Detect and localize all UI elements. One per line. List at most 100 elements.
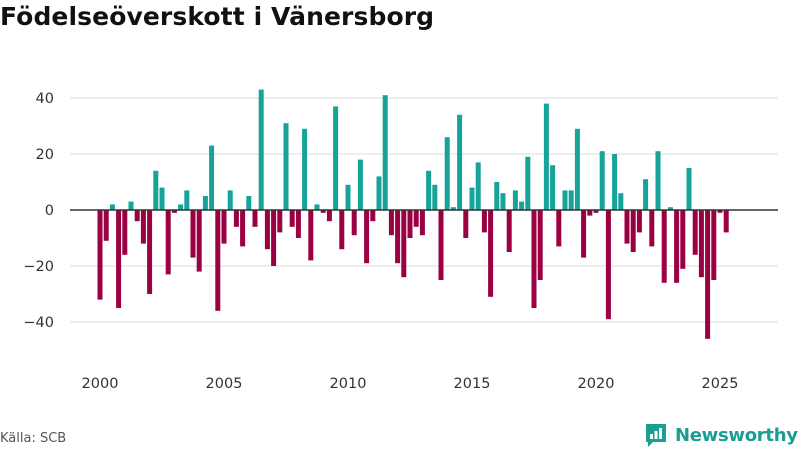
bar (463, 210, 469, 238)
bar (475, 162, 481, 210)
bar (512, 190, 518, 210)
bar (320, 210, 326, 213)
bar (388, 210, 394, 236)
bar (488, 210, 494, 297)
bar (717, 210, 723, 213)
bar (128, 201, 134, 210)
bar (308, 210, 314, 261)
bar (680, 210, 686, 269)
bar (705, 210, 711, 339)
y-tick-label: 40 (36, 91, 54, 107)
x-tick-label: 2015 (454, 376, 491, 392)
bar (97, 210, 103, 300)
bar (289, 210, 295, 227)
bar (171, 210, 177, 213)
bar (413, 210, 419, 227)
bar (190, 210, 196, 258)
brand-name: Newsworthy (675, 424, 798, 446)
y-tick-labels: −40 −20 0 20 40 (23, 91, 54, 331)
bar (264, 210, 270, 250)
bar (215, 210, 221, 311)
bar (605, 210, 611, 320)
bar (655, 151, 661, 210)
bar (612, 154, 618, 210)
bar (481, 210, 487, 233)
bar (469, 187, 475, 210)
x-tick-label: 2000 (82, 376, 119, 392)
bar (370, 210, 376, 222)
bar (395, 210, 401, 264)
bar (556, 210, 562, 247)
x-tick-label: 2010 (330, 376, 367, 392)
bar (698, 210, 704, 278)
bar (649, 210, 655, 247)
bar (624, 210, 630, 244)
bar (661, 210, 667, 283)
bar (252, 210, 258, 227)
bar (271, 210, 277, 266)
bar (643, 179, 649, 210)
bar (283, 123, 289, 210)
y-tick-label: 20 (36, 147, 54, 163)
bar (401, 210, 407, 278)
bar (357, 159, 363, 210)
chart-title: Födelseöverskott i Vänersborg (0, 2, 435, 31)
bar (333, 106, 339, 210)
bar (147, 210, 153, 294)
bar (537, 210, 543, 280)
bar (587, 210, 593, 216)
bar (686, 168, 692, 210)
bar (165, 210, 171, 275)
bar (438, 210, 444, 280)
bar (153, 170, 159, 210)
bar (178, 204, 184, 210)
bar (711, 210, 717, 280)
bar (302, 128, 308, 210)
bar (339, 210, 345, 250)
y-tick-label: −20 (23, 259, 54, 275)
bar (382, 95, 388, 210)
bar (574, 128, 580, 210)
bar (723, 210, 729, 233)
bar (519, 201, 525, 210)
bar (450, 207, 456, 210)
bar (531, 210, 537, 308)
bar (444, 137, 450, 210)
bar (134, 210, 140, 222)
bar (233, 210, 239, 227)
bar (184, 190, 190, 210)
bar (103, 210, 109, 241)
bar (159, 187, 165, 210)
bar (568, 190, 574, 210)
x-tick-label: 2005 (206, 376, 243, 392)
bar (345, 184, 351, 210)
bar (258, 89, 264, 210)
x-tick-labels: 2000 2005 2010 2015 2020 2025 (82, 376, 739, 392)
bar (432, 184, 438, 210)
bar (209, 145, 215, 210)
bar (122, 210, 128, 255)
bar (351, 210, 357, 236)
bar (277, 210, 283, 233)
bar (376, 176, 382, 210)
bar (140, 210, 146, 244)
newsworthy-logo-icon (646, 424, 666, 447)
bar (202, 196, 208, 210)
bar (109, 204, 115, 210)
bar (326, 210, 332, 222)
bar (636, 210, 642, 233)
y-tick-label: −40 (23, 315, 54, 331)
bar (543, 103, 549, 210)
bar (593, 210, 599, 213)
bar (419, 210, 425, 236)
bar (407, 210, 413, 238)
bar (500, 193, 506, 210)
bar (674, 210, 680, 283)
bar (494, 182, 500, 210)
bar (550, 165, 556, 210)
x-tick-label: 2025 (702, 376, 739, 392)
bar (599, 151, 605, 210)
bar (525, 156, 531, 210)
bar (457, 114, 463, 210)
